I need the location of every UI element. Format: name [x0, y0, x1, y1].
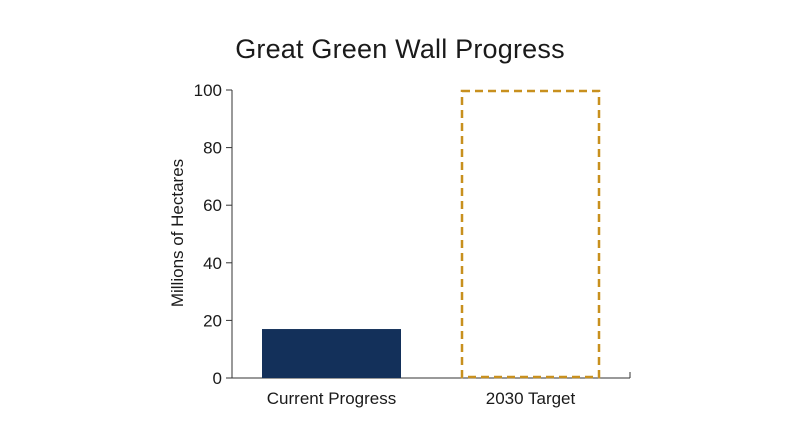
- bar-2030-target: [460, 89, 601, 379]
- y-axis-label: Millions of Hectares: [168, 159, 187, 307]
- category-labels: Current Progress 2030 Target: [267, 389, 576, 408]
- category-label: Current Progress: [267, 389, 396, 408]
- bar-current-progress: [262, 329, 401, 378]
- bars: [262, 89, 601, 379]
- category-label: 2030 Target: [486, 389, 576, 408]
- chart-title: Great Green Wall Progress: [235, 34, 565, 64]
- y-tick-label: 100: [194, 81, 222, 100]
- y-tick-label: 40: [203, 254, 222, 273]
- y-tick-label: 0: [213, 369, 222, 388]
- y-tick-label: 20: [203, 311, 222, 330]
- y-tick-label: 60: [203, 196, 222, 215]
- y-tick-label: 80: [203, 139, 222, 158]
- y-axis: 0 20 40 60 80 100: [194, 81, 233, 388]
